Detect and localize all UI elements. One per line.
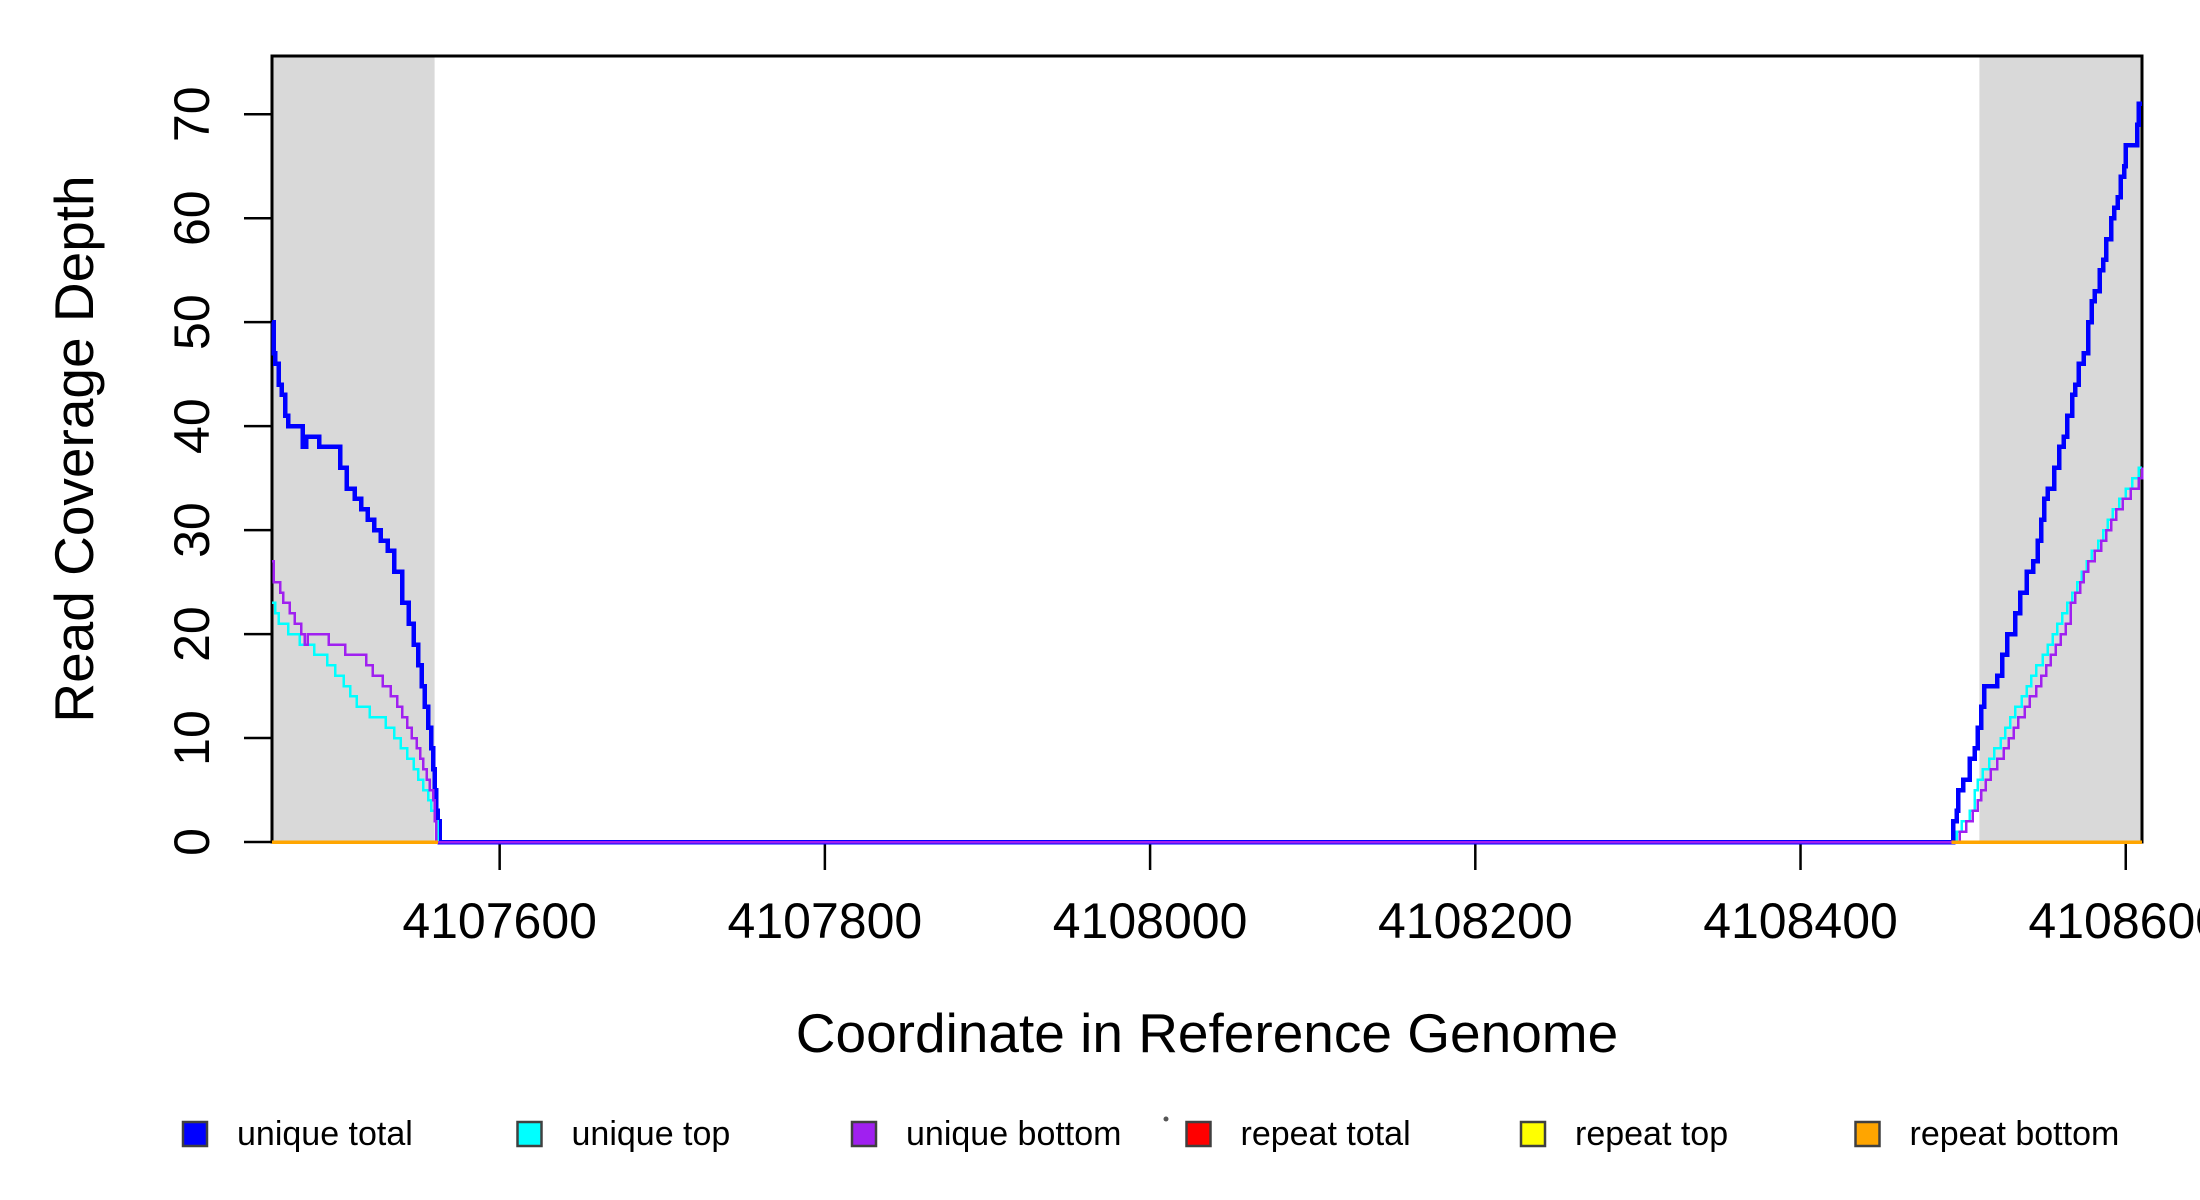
y-tick-label: 60 [164,190,220,246]
series-line-unique-total [271,101,2142,845]
y-axis-ticks: 0 10 20 30 40 50 60 70 [164,86,272,856]
series-line-unique-top [272,466,2142,844]
legend-label-repeat-top: repeat top [1575,1115,1728,1153]
repeat-region-bands [272,56,2142,842]
x-tick-label: 4108000 [1053,893,1248,949]
data-series [271,101,2144,845]
legend-label-repeat-total: repeat total [1241,1115,1411,1153]
y-tick-label: 10 [164,710,220,766]
x-axis-title: Coordinate in Reference Genome [796,1002,1618,1064]
legend-label-repeat-bottom: repeat bottom [1910,1115,2120,1153]
y-axis-title: Read Coverage Depth [43,175,105,722]
y-tick-label: 40 [164,398,220,454]
x-tick-label: 4107800 [728,893,923,949]
series-line-unique-bottom [272,467,2144,844]
legend-label-unique-top: unique top [572,1115,731,1153]
x-axis-ticks: 4107600 4107800 4108000 4108200 4108400 41086… [402,842,2200,949]
y-tick-label: 0 [164,828,220,856]
stray-dot [1163,1116,1169,1122]
legend-swatch-unique-bottom [850,1120,878,1148]
repeat-band [272,56,435,842]
legend-swatch-unique-total [181,1120,209,1148]
legend-swatch-repeat-top [1519,1120,1547,1148]
legend-swatch-unique-top [516,1120,543,1148]
y-tick-label: 20 [164,606,220,662]
legend-label-unique-total: unique total [237,1115,413,1153]
legend: unique total unique top unique bottom repea… [181,1115,2120,1153]
legend-label-unique-bottom: unique bottom [906,1115,1122,1153]
legend-swatch-repeat-total [1185,1120,1212,1148]
legend-swatch-repeat-bottom [1854,1120,1881,1148]
plot-border [270,54,2144,844]
x-tick-label: 4108200 [1378,893,1573,949]
y-tick-label: 50 [164,294,220,350]
x-tick-label: 4108400 [1703,893,1898,949]
y-tick-label: 70 [164,86,220,142]
x-tick-label: 4107600 [402,893,597,949]
y-tick-label: 30 [164,502,220,558]
